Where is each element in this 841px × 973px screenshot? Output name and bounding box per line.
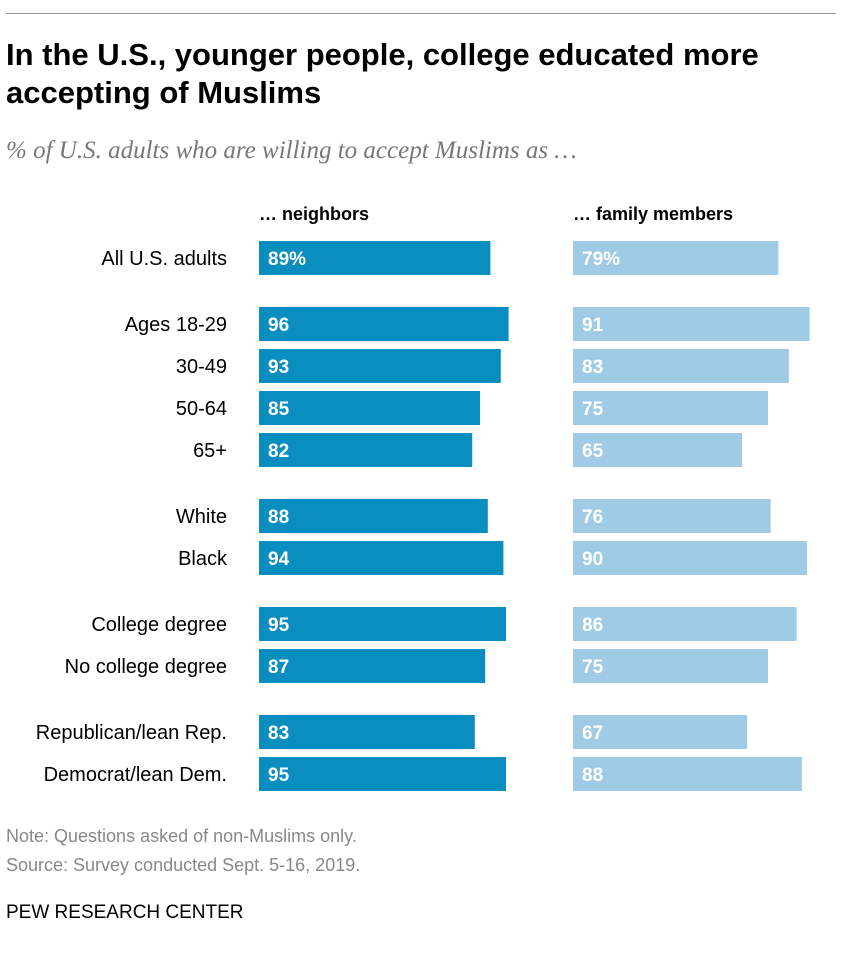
category-label-college-degree: College degree xyxy=(91,614,227,636)
bar-neighbors-65 xyxy=(259,433,473,467)
chart-subtitle: % of U.S. adults who are willing to acce… xyxy=(6,137,577,164)
source-note: Source: Survey conducted Sept. 5-16, 201… xyxy=(6,855,361,875)
bar-family-members-college-degree xyxy=(573,607,797,641)
organization-credit: PEW RESEARCH CENTER xyxy=(6,902,244,923)
series-header-neighbors: … neighbors xyxy=(259,204,370,224)
category-label-no-college-degree: No college degree xyxy=(65,656,227,678)
series-header-family-members: … family members xyxy=(573,204,734,224)
bar-neighbors-all-u-s-adults xyxy=(259,241,491,275)
value-label-family-members-no-college-degree: 75 xyxy=(582,657,604,678)
bar-neighbors-black xyxy=(259,541,504,575)
chart-title: In the U.S., younger people, college edu… xyxy=(6,37,759,110)
bar-family-members-black xyxy=(573,541,807,575)
value-label-family-members-white: 76 xyxy=(582,507,603,528)
bar-family-members-65 xyxy=(573,433,742,467)
value-label-neighbors-65: 82 xyxy=(268,441,289,462)
category-label-65: 65+ xyxy=(193,440,227,462)
bar-family-members-ages-18-29 xyxy=(573,307,810,341)
value-label-family-members-50-64: 75 xyxy=(582,399,604,420)
category-label-democrat-lean-dem: Democrat/lean Dem. xyxy=(44,764,227,786)
bar-family-members-30-49 xyxy=(573,349,789,383)
bar-family-members-all-u-s-adults xyxy=(573,241,779,275)
value-label-family-members-republican-lean-rep: 67 xyxy=(582,723,603,744)
bar-family-members-democrat-lean-dem xyxy=(573,757,802,791)
value-label-neighbors-30-49: 93 xyxy=(268,357,289,378)
value-label-neighbors-black: 94 xyxy=(268,549,290,570)
bar-neighbors-30-49 xyxy=(259,349,501,383)
bar-neighbors-ages-18-29 xyxy=(259,307,509,341)
bar-family-members-50-64 xyxy=(573,391,768,425)
footnote: Note: Questions asked of non-Muslims onl… xyxy=(6,826,357,846)
value-label-family-members-black: 90 xyxy=(582,549,603,570)
value-label-neighbors-college-degree: 95 xyxy=(268,615,290,636)
value-label-family-members-65: 65 xyxy=(582,441,604,462)
bar-neighbors-republican-lean-rep xyxy=(259,715,475,749)
bar-neighbors-50-64 xyxy=(259,391,480,425)
category-label-republican-lean-rep: Republican/lean Rep. xyxy=(36,722,227,744)
value-label-neighbors-50-64: 85 xyxy=(268,399,290,420)
bar-neighbors-college-degree xyxy=(259,607,506,641)
value-label-neighbors-white: 88 xyxy=(268,507,289,528)
value-label-family-members-30-49: 83 xyxy=(582,357,603,378)
bar-family-members-white xyxy=(573,499,771,533)
value-label-family-members-democrat-lean-dem: 88 xyxy=(582,765,603,786)
value-label-neighbors-no-college-degree: 87 xyxy=(268,657,289,678)
bar-neighbors-no-college-degree xyxy=(259,649,486,683)
category-label-ages-18-29: Ages 18-29 xyxy=(125,314,227,336)
value-label-neighbors-democrat-lean-dem: 95 xyxy=(268,765,290,786)
category-label-black: Black xyxy=(178,548,228,570)
value-label-neighbors-all-u-s-adults: 89% xyxy=(268,249,306,270)
top-rule xyxy=(6,13,836,14)
category-label-white: White xyxy=(176,506,227,528)
value-label-neighbors-ages-18-29: 96 xyxy=(268,315,289,336)
bar-family-members-no-college-degree xyxy=(573,649,768,683)
bar-neighbors-democrat-lean-dem xyxy=(259,757,506,791)
value-label-family-members-college-degree: 86 xyxy=(582,615,603,636)
value-label-family-members-all-u-s-adults: 79% xyxy=(582,249,620,270)
bar-neighbors-white xyxy=(259,499,488,533)
value-label-family-members-ages-18-29: 91 xyxy=(582,315,604,336)
category-label-all-u-s-adults: All U.S. adults xyxy=(101,248,227,270)
value-label-neighbors-republican-lean-rep: 83 xyxy=(268,723,289,744)
category-label-50-64: 50-64 xyxy=(176,398,227,420)
bar-family-members-republican-lean-rep xyxy=(573,715,748,749)
category-label-30-49: 30-49 xyxy=(176,356,227,378)
